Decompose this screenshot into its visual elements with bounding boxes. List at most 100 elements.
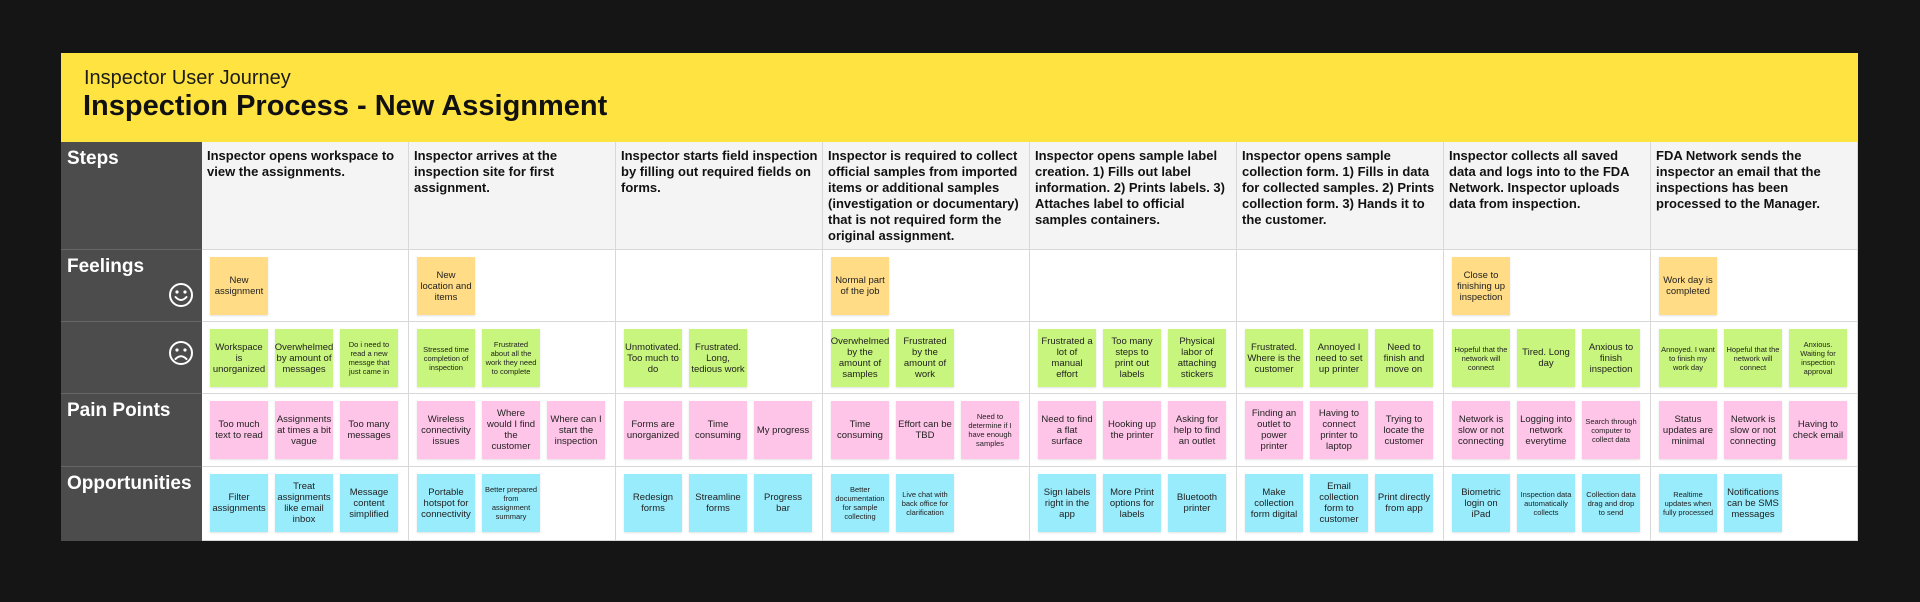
feeling-positive-note[interactable]: Normal part of the job bbox=[831, 257, 889, 315]
opportunity-note[interactable]: Biometric login on iPad bbox=[1452, 474, 1510, 532]
pain-point-note[interactable]: Finding an outlet to power printer bbox=[1245, 401, 1303, 459]
pain-point-note[interactable]: Effort can be TBD bbox=[896, 401, 954, 459]
opportunity-note[interactable]: Streamline forms bbox=[689, 474, 747, 532]
opportunities-cell: Portable hotspot for connectivity Better … bbox=[409, 467, 616, 541]
opportunity-note[interactable]: Make collection form digital bbox=[1245, 474, 1303, 532]
pain-point-note[interactable]: Logging into network everytime bbox=[1517, 401, 1575, 459]
feeling-negative-note[interactable]: Frustrated by the amount of work bbox=[896, 329, 954, 387]
pain-point-note[interactable]: Having to check email bbox=[1789, 401, 1847, 459]
pain-point-note[interactable]: Need to determine if I have enough sampl… bbox=[961, 401, 1019, 459]
pain-point-note[interactable]: Too much text to read bbox=[210, 401, 268, 459]
positive-cell: New location and items bbox=[409, 250, 616, 322]
opportunities-cell: Make collection form digital Email collec… bbox=[1237, 467, 1444, 541]
step-cell: Inspector starts field inspection by fil… bbox=[616, 142, 823, 250]
feeling-positive-note[interactable]: Work day is completed bbox=[1659, 257, 1717, 315]
board-header: Inspector User Journey Inspection Proces… bbox=[61, 53, 1858, 142]
pain-point-note[interactable]: Too many messages bbox=[340, 401, 398, 459]
pain-point-note[interactable]: Forms are unorganized bbox=[624, 401, 682, 459]
positive-cell bbox=[616, 250, 823, 322]
feeling-negative-note[interactable]: Frustrated about all the work they need … bbox=[482, 329, 540, 387]
feeling-negative-note[interactable]: Tired. Long day bbox=[1517, 329, 1575, 387]
step-description: Inspector arrives at the inspection site… bbox=[414, 148, 558, 195]
feeling-negative-note[interactable]: Annoyed. I want to finish my work day bbox=[1659, 329, 1717, 387]
feeling-negative-note[interactable]: Need to finish and move on bbox=[1375, 329, 1433, 387]
opportunity-note[interactable]: Progress bar bbox=[754, 474, 812, 532]
feeling-negative-note[interactable]: Overwhelmed by the amount of samples bbox=[831, 329, 889, 387]
opportunity-note[interactable]: Sign labels right in the app bbox=[1038, 474, 1096, 532]
step-cell: Inspector opens sample collection form. … bbox=[1237, 142, 1444, 250]
pain-point-note[interactable]: Network is slow or not connecting bbox=[1724, 401, 1782, 459]
opportunity-note[interactable]: Bluetooth printer bbox=[1168, 474, 1226, 532]
opportunity-note[interactable]: Message content simplified bbox=[340, 474, 398, 532]
feeling-negative-note[interactable]: Too many steps to print out labels bbox=[1103, 329, 1161, 387]
opportunity-note[interactable]: Collection data drag and drop to send bbox=[1582, 474, 1640, 532]
opportunity-note[interactable]: Live chat with back office for clarifica… bbox=[896, 474, 954, 532]
step-description: Inspector opens workspace to view the as… bbox=[207, 148, 395, 179]
opportunity-note[interactable]: Filter assignments bbox=[210, 474, 268, 532]
feeling-negative-note[interactable]: Stressed time completion of inspection bbox=[417, 329, 475, 387]
negative-cell: Annoyed. I want to finish my work day Hop… bbox=[1651, 322, 1858, 394]
feeling-negative-note[interactable]: Anxious to finish inspection bbox=[1582, 329, 1640, 387]
pain-point-note[interactable]: Trying to locate the customer bbox=[1375, 401, 1433, 459]
pain-point-note[interactable]: Status updates are minimal bbox=[1659, 401, 1717, 459]
opportunity-note[interactable]: Redesign forms bbox=[624, 474, 682, 532]
pain-cell: Wireless connectivity issues Where would … bbox=[409, 394, 616, 467]
pain-point-note[interactable]: Time consuming bbox=[831, 401, 889, 459]
opportunity-note[interactable]: Portable hotspot for connectivity bbox=[417, 474, 475, 532]
opportunity-note[interactable]: Notifications can be SMS messages bbox=[1724, 474, 1782, 532]
row-label-feelings: Feelings bbox=[61, 250, 202, 322]
step-cell: FDA Network sends the inspector an email… bbox=[1651, 142, 1858, 250]
pain-point-note[interactable]: Search through computer to collect data bbox=[1582, 401, 1640, 459]
pain-point-note[interactable]: Time consuming bbox=[689, 401, 747, 459]
feeling-negative-note[interactable]: Workspace is unorganized bbox=[210, 329, 268, 387]
row-label-pain-points-text: Pain Points bbox=[67, 400, 171, 421]
feeling-negative-note[interactable]: Frustrated. Where is the customer bbox=[1245, 329, 1303, 387]
feeling-negative-note[interactable]: Physical labor of attaching stickers bbox=[1168, 329, 1226, 387]
step-description: Inspector opens sample label creation. 1… bbox=[1035, 148, 1225, 227]
opportunities-cell: Filter assignments Treat assignments like… bbox=[202, 467, 409, 541]
pain-point-note[interactable]: Need to find a flat surface bbox=[1038, 401, 1096, 459]
positive-cell: New assignment bbox=[202, 250, 409, 322]
feeling-negative-note[interactable]: Unmotivated. Too much to do bbox=[624, 329, 682, 387]
opportunity-note[interactable]: Better prepared from assignment summary bbox=[482, 474, 540, 532]
opportunity-note[interactable]: Print directly from app bbox=[1375, 474, 1433, 532]
pain-point-note[interactable]: Wireless connectivity issues bbox=[417, 401, 475, 459]
opportunity-note[interactable]: Realtime updates when fully processed bbox=[1659, 474, 1717, 532]
feeling-negative-note[interactable]: Frustrated. Long, tedious work bbox=[689, 329, 747, 387]
opportunity-note[interactable]: More Print options for labels bbox=[1103, 474, 1161, 532]
feeling-negative-note[interactable]: Frustrated a lot of manual effort bbox=[1038, 329, 1096, 387]
feeling-negative-note[interactable]: Anxious. Waiting for inspection approval bbox=[1789, 329, 1847, 387]
pain-point-note[interactable]: Hooking up the printer bbox=[1103, 401, 1161, 459]
opportunities-cell: Realtime updates when fully processed Not… bbox=[1651, 467, 1858, 541]
feeling-positive-note[interactable]: New location and items bbox=[417, 257, 475, 315]
feeling-negative-note[interactable]: Hopeful that the network will connect bbox=[1724, 329, 1782, 387]
pain-cell: Network is slow or not connecting Logging… bbox=[1444, 394, 1651, 467]
opportunity-note[interactable]: Treat assignments like email inbox bbox=[275, 474, 333, 532]
pain-point-note[interactable]: Where would I find the customer bbox=[482, 401, 540, 459]
opportunity-note[interactable]: Email collection form to customer bbox=[1310, 474, 1368, 532]
positive-cell: Work day is completed bbox=[1651, 250, 1858, 322]
opportunity-note[interactable]: Better documentation for sample collecti… bbox=[831, 474, 889, 532]
feeling-negative-note[interactable]: Do i need to read a new messge that just… bbox=[340, 329, 398, 387]
feeling-negative-note[interactable]: Overwhelmed by amount of messages bbox=[275, 329, 333, 387]
negative-cell: Stressed time completion of inspection Fr… bbox=[409, 322, 616, 394]
pain-point-note[interactable]: Asking for help to find an outlet bbox=[1168, 401, 1226, 459]
pain-point-note[interactable]: My progress bbox=[754, 401, 812, 459]
feeling-negative-note[interactable]: Hopeful that the network will connect bbox=[1452, 329, 1510, 387]
step-description: Inspector is required to collect officia… bbox=[828, 148, 1019, 243]
journey-board: Inspector User Journey Inspection Proces… bbox=[61, 53, 1858, 541]
step-description: Inspector starts field inspection by fil… bbox=[621, 148, 818, 195]
pain-point-note[interactable]: Network is slow or not connecting bbox=[1452, 401, 1510, 459]
negative-cell: Workspace is unorganized Overwhelmed by a… bbox=[202, 322, 409, 394]
feeling-positive-note[interactable]: Close to finishing up inspection bbox=[1452, 257, 1510, 315]
pain-cell: Too much text to read Assignments at time… bbox=[202, 394, 409, 467]
opportunity-note[interactable]: Inspection data automatically collects bbox=[1517, 474, 1575, 532]
step-cell: Inspector is required to collect officia… bbox=[823, 142, 1030, 250]
feeling-negative-note[interactable]: Annoyed I need to set up printer bbox=[1310, 329, 1368, 387]
pain-point-note[interactable]: Having to connect printer to laptop bbox=[1310, 401, 1368, 459]
opportunities-cell: Biometric login on iPad Inspection data a… bbox=[1444, 467, 1651, 541]
pain-point-note[interactable]: Where can I start the inspection bbox=[547, 401, 605, 459]
row-label-feelings-text: Feelings bbox=[67, 256, 145, 277]
pain-point-note[interactable]: Assignments at times a bit vague bbox=[275, 401, 333, 459]
feeling-positive-note[interactable]: New assignment bbox=[210, 257, 268, 315]
